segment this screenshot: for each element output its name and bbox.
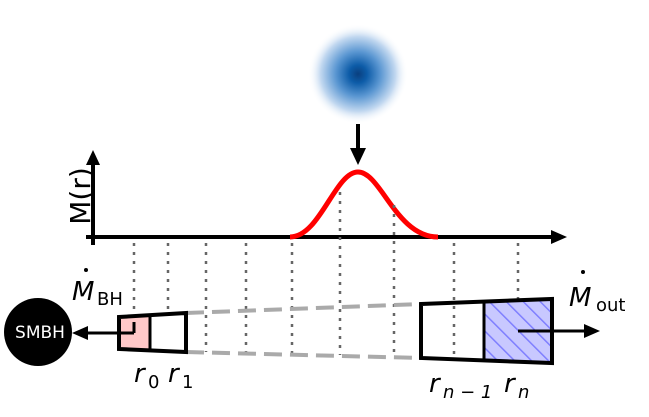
mass-profile-curve — [289, 169, 439, 240]
smbh-circle — [4, 298, 72, 366]
shell-boundaries — [132, 192, 520, 360]
svg-text:r: r — [134, 359, 147, 389]
radius-label-r1: r 1 — [168, 359, 193, 393]
smbh-label: SMBH — [15, 323, 65, 343]
mdot-bh-subscript: BH — [97, 289, 123, 310]
gas-cloud — [308, 24, 408, 124]
inflow-arrow — [72, 322, 136, 340]
infall-arrow — [350, 124, 366, 165]
x-axis — [86, 230, 567, 244]
outflow-arrow — [518, 324, 600, 338]
radius-label-rn-1: r n − 1 — [429, 369, 492, 403]
mdot-bh-label: M BH — [72, 268, 123, 310]
svg-text:r: r — [504, 369, 517, 399]
svg-text:M: M — [569, 283, 591, 313]
axis-label: M(r) — [64, 167, 97, 225]
svg-text:0: 0 — [148, 372, 159, 393]
svg-text:n − 1: n − 1 — [443, 382, 492, 403]
svg-text:1: 1 — [182, 372, 193, 393]
svg-text:n: n — [518, 382, 529, 403]
zoom-connectors — [185, 302, 422, 360]
radius-label-rn: r n — [504, 369, 529, 403]
svg-text:r: r — [168, 359, 181, 389]
y-axis — [86, 150, 100, 245]
radius-label-r0: r 0 — [134, 359, 159, 393]
svg-text:M: M — [72, 277, 94, 307]
svg-text:r: r — [429, 369, 442, 399]
mdot-out-subscript: out — [596, 295, 625, 316]
mdot-out-label: M out — [569, 270, 625, 316]
